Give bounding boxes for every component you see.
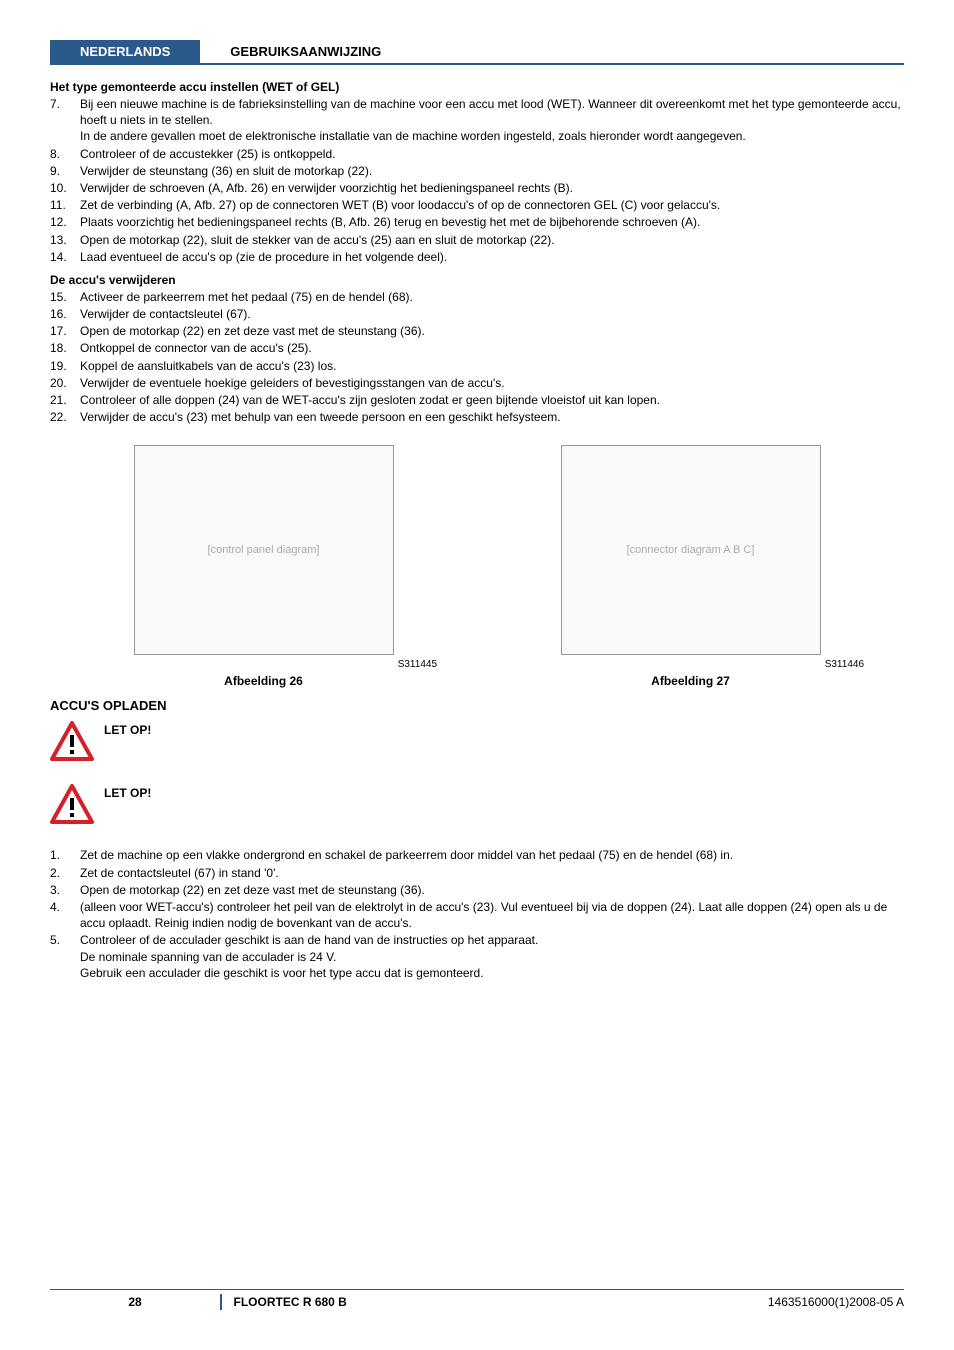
list-item: 21.Controleer of alle doppen (24) van de… bbox=[50, 392, 904, 408]
item-text: Verwijder de schroeven (A, Afb. 26) en v… bbox=[80, 180, 904, 196]
list-item: 3.Open de motorkap (22) en zet deze vast… bbox=[50, 882, 904, 898]
section1-heading: Het type gemonteerde accu instellen (WET… bbox=[50, 80, 904, 94]
list-item: 7.Bij een nieuwe machine is de fabrieksi… bbox=[50, 96, 904, 145]
warning-2: LET OP! bbox=[50, 784, 904, 827]
figure-27: [connector diagram A B C] S311446 Afbeel… bbox=[477, 445, 904, 688]
section3-title: ACCU'S OPLADEN bbox=[50, 698, 904, 713]
item-number: 9. bbox=[50, 163, 80, 179]
item-number: 15. bbox=[50, 289, 80, 305]
list-item: 12.Plaats voorzichtig het bedieningspane… bbox=[50, 214, 904, 230]
warning-1-label: LET OP! bbox=[100, 721, 151, 737]
item-text: Controleer of de accustekker (25) is ont… bbox=[80, 146, 904, 162]
list-item: 20.Verwijder de eventuele hoekige geleid… bbox=[50, 375, 904, 391]
list-item: 18.Ontkoppel de connector van de accu's … bbox=[50, 340, 904, 356]
item-number: 17. bbox=[50, 323, 80, 339]
item-text: Open de motorkap (22) en zet deze vast m… bbox=[80, 882, 904, 898]
item-text: Ontkoppel de connector van de accu's (25… bbox=[80, 340, 904, 356]
item-text: Activeer de parkeerrem met het pedaal (7… bbox=[80, 289, 904, 305]
item-number: 14. bbox=[50, 249, 80, 265]
item-text: Open de motorkap (22) en zet deze vast m… bbox=[80, 323, 904, 339]
section2-list: 15.Activeer de parkeerrem met het pedaal… bbox=[50, 289, 904, 426]
item-text: Verwijder de accu's (23) met behulp van … bbox=[80, 409, 904, 425]
item-number: 1. bbox=[50, 847, 80, 863]
item-text: Verwijder de contactsleutel (67). bbox=[80, 306, 904, 322]
list-item: 22.Verwijder de accu's (23) met behulp v… bbox=[50, 409, 904, 425]
item-text: Controleer of alle doppen (24) van de WE… bbox=[80, 392, 904, 408]
item-text: Verwijder de eventuele hoekige geleiders… bbox=[80, 375, 904, 391]
list-item: 8.Controleer of de accustekker (25) is o… bbox=[50, 146, 904, 162]
page-header: NEDERLANDS GEBRUIKSAANWIJZING bbox=[50, 40, 904, 65]
item-text: Koppel de aansluitkabels van de accu's (… bbox=[80, 358, 904, 374]
item-number: 22. bbox=[50, 409, 80, 425]
section3-list: 1.Zet de machine op een vlakke ondergron… bbox=[50, 847, 904, 981]
list-item: 14.Laad eventueel de accu's op (zie de p… bbox=[50, 249, 904, 265]
list-item: 5.Controleer of de acculader geschikt is… bbox=[50, 932, 904, 981]
header-title: GEBRUIKSAANWIJZING bbox=[200, 44, 381, 59]
warning-1: LET OP! bbox=[50, 721, 904, 764]
item-number: 10. bbox=[50, 180, 80, 196]
page-footer: 28 FLOORTEC R 680 B 1463516000(1)2008-05… bbox=[50, 1289, 904, 1310]
list-item: 17.Open de motorkap (22) en zet deze vas… bbox=[50, 323, 904, 339]
section1-list: 7.Bij een nieuwe machine is de fabrieksi… bbox=[50, 96, 904, 265]
item-number: 8. bbox=[50, 146, 80, 162]
list-item: 9.Verwijder de steunstang (36) en sluit … bbox=[50, 163, 904, 179]
item-number: 2. bbox=[50, 865, 80, 881]
figure-26-id: S311445 bbox=[50, 659, 477, 670]
page-number: 28 bbox=[50, 1295, 220, 1309]
item-number: 4. bbox=[50, 899, 80, 931]
item-text: Laad eventueel de accu's op (zie de proc… bbox=[80, 249, 904, 265]
item-text: Verwijder de steunstang (36) en sluit de… bbox=[80, 163, 904, 179]
list-item: 4.(alleen voor WET-accu's) controleer he… bbox=[50, 899, 904, 931]
footer-divider bbox=[220, 1294, 222, 1310]
item-number: 11. bbox=[50, 197, 80, 213]
item-number: 20. bbox=[50, 375, 80, 391]
list-item: 10.Verwijder de schroeven (A, Afb. 26) e… bbox=[50, 180, 904, 196]
list-item: 19.Koppel de aansluitkabels van de accu'… bbox=[50, 358, 904, 374]
item-text: Plaats voorzichtig het bedieningspaneel … bbox=[80, 214, 904, 230]
item-number: 13. bbox=[50, 232, 80, 248]
list-item: 15.Activeer de parkeerrem met het pedaal… bbox=[50, 289, 904, 305]
figure-26-caption: Afbeelding 26 bbox=[50, 674, 477, 688]
figure-27-id: S311446 bbox=[477, 659, 904, 670]
list-item: 16.Verwijder de contactsleutel (67). bbox=[50, 306, 904, 322]
item-text: Controleer of de acculader geschikt is a… bbox=[80, 932, 904, 981]
figure-27-image: [connector diagram A B C] bbox=[561, 445, 821, 655]
figure-27-caption: Afbeelding 27 bbox=[477, 674, 904, 688]
item-text: Zet de machine op een vlakke ondergrond … bbox=[80, 847, 904, 863]
figures-row: [control panel diagram] S311445 Afbeeldi… bbox=[50, 445, 904, 688]
item-text: (alleen voor WET-accu's) controleer het … bbox=[80, 899, 904, 931]
item-number: 16. bbox=[50, 306, 80, 322]
figure-26-image: [control panel diagram] bbox=[134, 445, 394, 655]
footer-model: FLOORTEC R 680 B bbox=[234, 1295, 768, 1309]
item-text: Bij een nieuwe machine is de fabrieksins… bbox=[80, 96, 904, 145]
item-number: 3. bbox=[50, 882, 80, 898]
footer-doc-id: 1463516000(1)2008-05 A bbox=[768, 1295, 904, 1309]
item-text: Open de motorkap (22), sluit de stekker … bbox=[80, 232, 904, 248]
item-text: Zet de contactsleutel (67) in stand '0'. bbox=[80, 865, 904, 881]
item-number: 19. bbox=[50, 358, 80, 374]
item-text: Zet de verbinding (A, Afb. 27) op de con… bbox=[80, 197, 904, 213]
section2-heading: De accu's verwijderen bbox=[50, 273, 904, 287]
warning-2-label: LET OP! bbox=[100, 784, 151, 800]
item-number: 7. bbox=[50, 96, 80, 145]
item-number: 21. bbox=[50, 392, 80, 408]
list-item: 13.Open de motorkap (22), sluit de stekk… bbox=[50, 232, 904, 248]
list-item: 2.Zet de contactsleutel (67) in stand '0… bbox=[50, 865, 904, 881]
figure-26: [control panel diagram] S311445 Afbeeldi… bbox=[50, 445, 477, 688]
item-number: 5. bbox=[50, 932, 80, 981]
item-number: 12. bbox=[50, 214, 80, 230]
list-item: 11.Zet de verbinding (A, Afb. 27) op de … bbox=[50, 197, 904, 213]
warning-icon bbox=[50, 721, 100, 764]
list-item: 1.Zet de machine op een vlakke ondergron… bbox=[50, 847, 904, 863]
warning-icon bbox=[50, 784, 100, 827]
item-number: 18. bbox=[50, 340, 80, 356]
language-badge: NEDERLANDS bbox=[50, 40, 200, 63]
